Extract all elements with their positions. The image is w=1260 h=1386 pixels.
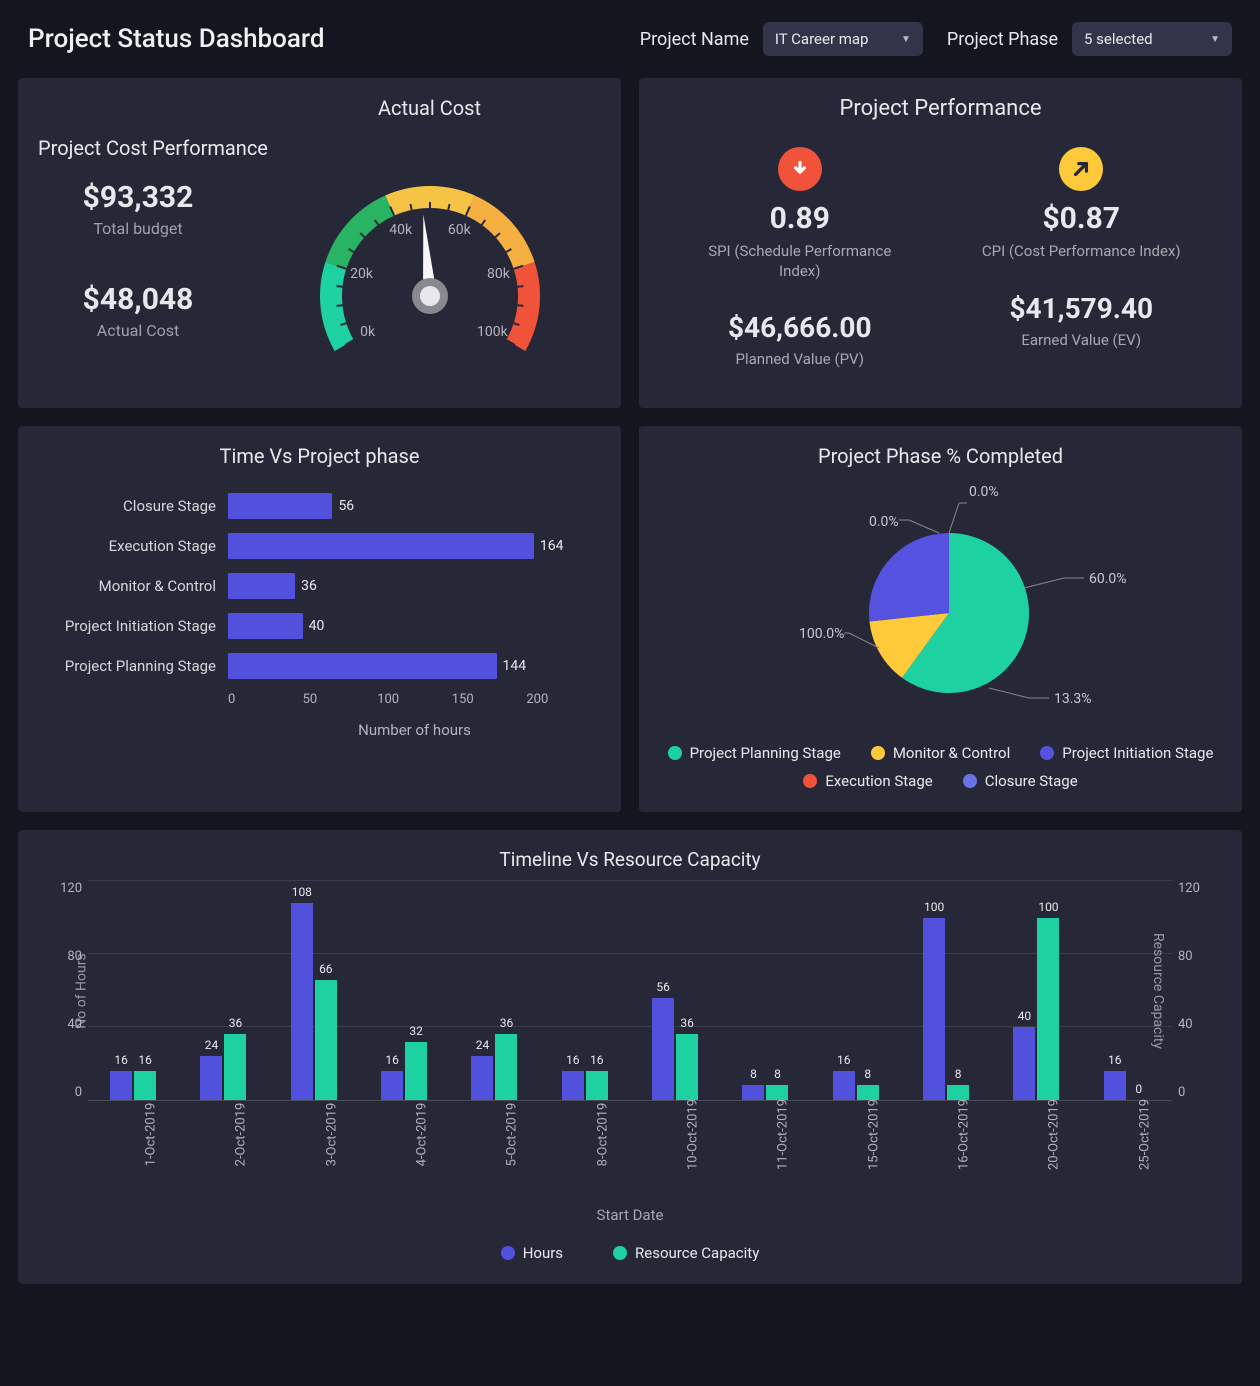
hbar-value: 56 <box>332 498 354 514</box>
phase-pie-chart: 0.0% 0.0% 60.0% 100.0% 13.3% <box>659 478 1219 728</box>
bar-group: 16 32 <box>359 881 449 1100</box>
cost-left-title: Project Cost Performance <box>38 136 268 160</box>
bar-group: 40 100 <box>991 881 1081 1100</box>
project-phase-dropdown[interactable]: 5 selected ▼ <box>1072 22 1232 56</box>
hbar-xlabel: Number of hours <box>228 721 601 739</box>
timeline-chart: No of Hours Resource Capacity 04080120 0… <box>88 881 1172 1101</box>
hbar-chart: Closure Stage 56 Execution Stage 164 Mon… <box>38 486 601 686</box>
spi-value: 0.89 <box>659 201 941 236</box>
bar-group: 16 16 <box>88 881 178 1100</box>
hbar-value: 36 <box>295 578 317 594</box>
timeline-title: Timeline Vs Resource Capacity <box>38 848 1222 871</box>
hbar-value: 144 <box>497 658 527 674</box>
hbar-label: Closure Stage <box>38 497 228 515</box>
svg-text:0.0%: 0.0% <box>869 514 899 530</box>
hbar-label: Execution Stage <box>38 537 228 555</box>
bar-group: 8 8 <box>720 881 810 1100</box>
cpi-value: $0.87 <box>941 201 1223 236</box>
project-name-dropdown[interactable]: IT Career map ▼ <box>763 22 923 56</box>
svg-text:60k: 60k <box>447 222 471 238</box>
chevron-down-icon: ▼ <box>1210 34 1220 45</box>
dashboard-header: Project Status Dashboard Project Name IT… <box>18 18 1242 60</box>
timeline-bars: 16 16 24 36 108 66 16 32 <box>88 881 1172 1100</box>
timeline-panel: Timeline Vs Resource Capacity No of Hour… <box>18 830 1242 1284</box>
hbar-row: Project Initiation Stage 40 <box>38 606 601 646</box>
phase-completed-panel: Project Phase % Completed 0.0% 0.0% 60.0% 1… <box>639 426 1242 812</box>
project-phase-value: 5 selected <box>1084 30 1153 48</box>
hbar-row: Closure Stage 56 <box>38 486 601 526</box>
svg-text:100k: 100k <box>477 324 509 340</box>
svg-text:20k: 20k <box>350 266 374 282</box>
svg-text:13.3%: 13.3% <box>1054 691 1092 707</box>
bar-group: 100 8 <box>901 881 991 1100</box>
legend-item[interactable]: Project Initiation Stage <box>1040 744 1213 762</box>
pie-legend: Project Planning Stage Monitor & Control… <box>659 744 1222 790</box>
trend-up-icon <box>1059 147 1103 191</box>
legend-item[interactable]: Execution Stage <box>803 772 932 790</box>
spi-column: 0.89 SPI (Schedule Performance Index) $4… <box>659 147 941 368</box>
cost-gauge: 0k 20k 40k 60k 80k 100k <box>270 126 590 386</box>
project-performance-panel: Project Performance 0.89 SPI (Schedule P… <box>639 78 1242 408</box>
performance-title: Project Performance <box>659 96 1222 121</box>
project-phase-label: Project Phase <box>947 29 1058 50</box>
project-name-label: Project Name <box>640 29 749 50</box>
project-name-value: IT Career map <box>775 30 869 48</box>
hbar-row: Execution Stage 164 <box>38 526 601 566</box>
earned-value-label: Earned Value (EV) <box>941 331 1223 349</box>
earned-value: $41,579.40 <box>941 292 1223 325</box>
hbar-value: 40 <box>303 618 325 634</box>
hbar-row: Project Planning Stage 144 <box>38 646 601 686</box>
hbar-xticks: 050100150200 <box>228 692 601 707</box>
total-budget-value: $93,332 <box>83 180 194 215</box>
timeline-xlabels: 1-Oct-20192-Oct-20193-Oct-20194-Oct-2019… <box>88 1109 1172 1160</box>
time-phase-panel: Time Vs Project phase Closure Stage 56 E… <box>18 426 621 812</box>
bar-group: 16 0 <box>1082 881 1172 1100</box>
total-budget-label: Total budget <box>83 219 194 238</box>
hbar-label: Project Planning Stage <box>38 657 228 675</box>
hbar-label: Project Initiation Stage <box>38 617 228 635</box>
actual-cost-block: $48,048 Actual Cost <box>83 282 194 340</box>
bar-group: 24 36 <box>449 881 539 1100</box>
planned-value: $46,666.00 <box>659 311 941 344</box>
legend-item[interactable]: Closure Stage <box>963 772 1078 790</box>
bar-group: 16 16 <box>540 881 630 1100</box>
svg-text:80k: 80k <box>487 266 511 282</box>
svg-text:100.0%: 100.0% <box>799 626 844 642</box>
timeline-legend: Hours Resource Capacity <box>38 1244 1222 1262</box>
hbar-value: 164 <box>534 538 564 554</box>
total-budget-block: $93,332 Total budget <box>83 180 194 238</box>
bar-group: 108 66 <box>269 881 359 1100</box>
trend-down-icon <box>778 147 822 191</box>
actual-cost-value: $48,048 <box>83 282 194 317</box>
spi-label: SPI (Schedule Performance Index) <box>659 242 941 281</box>
hbar-label: Monitor & Control <box>38 577 228 595</box>
planned-value-label: Planned Value (PV) <box>659 350 941 368</box>
phase-completed-title: Project Phase % Completed <box>659 444 1222 468</box>
bar-group: 24 36 <box>178 881 268 1100</box>
timeline-yticks-right: 04080120 <box>1178 881 1208 1100</box>
svg-text:60.0%: 60.0% <box>1089 571 1127 587</box>
project-name-filter: Project Name IT Career map ▼ <box>640 22 923 56</box>
time-phase-title: Time Vs Project phase <box>38 444 601 468</box>
cost-right-title: Actual Cost <box>378 96 481 120</box>
svg-text:0.0%: 0.0% <box>969 484 999 500</box>
legend-item[interactable]: Monitor & Control <box>871 744 1010 762</box>
chevron-down-icon: ▼ <box>901 34 911 45</box>
timeline-xlabel: Start Date <box>38 1206 1222 1224</box>
bar-group: 56 36 <box>630 881 720 1100</box>
actual-cost-label: Actual Cost <box>83 321 194 340</box>
cost-performance-panel: Project Cost Performance $93,332 Total b… <box>18 78 621 408</box>
bar-group: 16 8 <box>811 881 901 1100</box>
svg-text:40k: 40k <box>389 222 413 238</box>
project-phase-filter: Project Phase 5 selected ▼ <box>947 22 1232 56</box>
cpi-column: $0.87 CPI (Cost Performance Index) $41,5… <box>941 147 1223 368</box>
cpi-label: CPI (Cost Performance Index) <box>941 242 1223 262</box>
page-title: Project Status Dashboard <box>28 24 616 54</box>
svg-text:0k: 0k <box>360 324 376 340</box>
timeline-yticks-left: 04080120 <box>52 881 82 1100</box>
legend-item[interactable]: Project Planning Stage <box>668 744 841 762</box>
legend-item[interactable]: Hours <box>501 1244 563 1262</box>
legend-item[interactable]: Resource Capacity <box>613 1244 759 1262</box>
hbar-row: Monitor & Control 36 <box>38 566 601 606</box>
